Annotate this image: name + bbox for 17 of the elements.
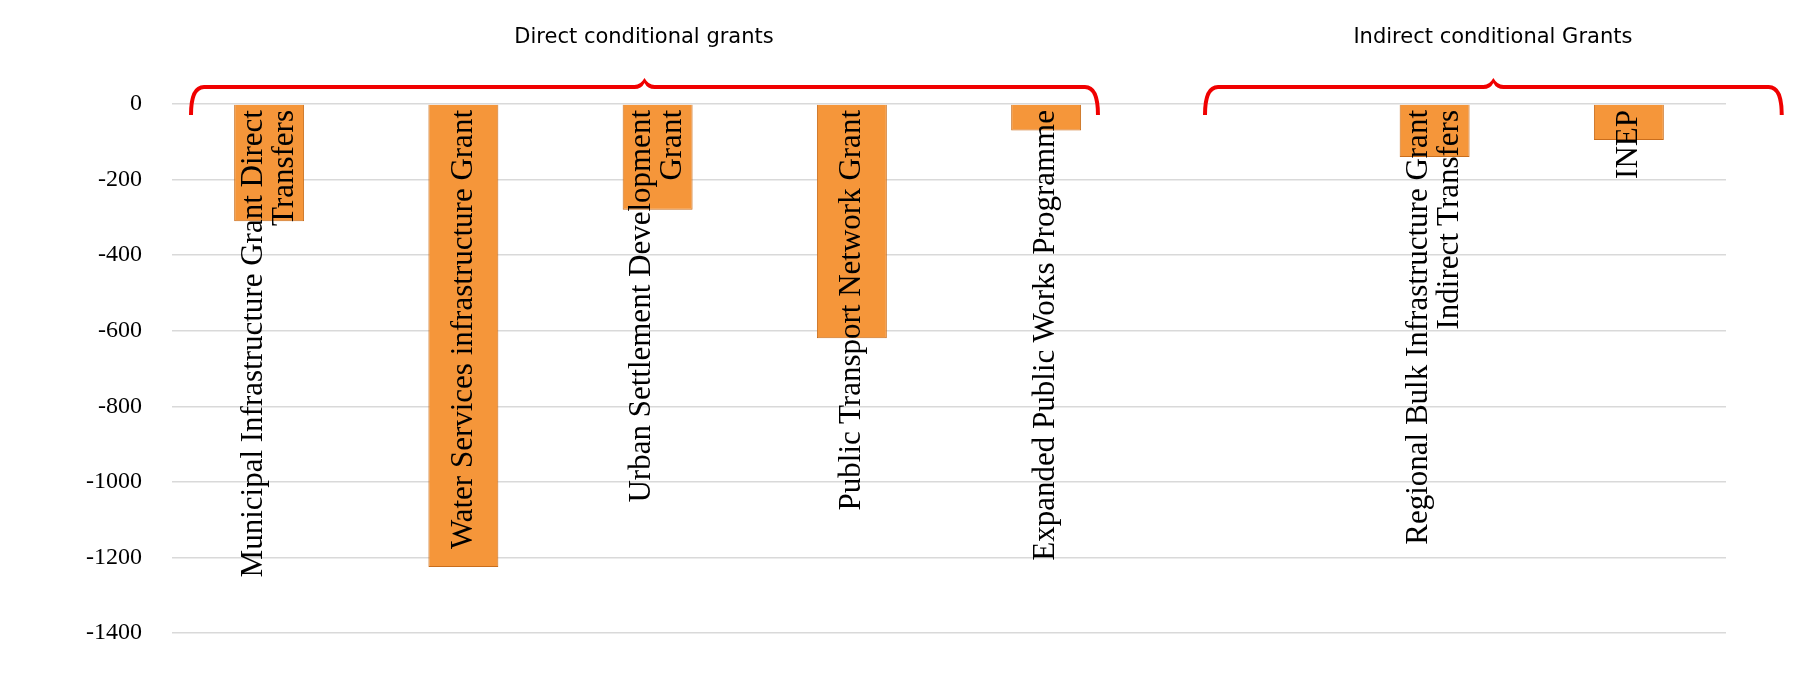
- x-tick-label: Regional Bulk Infrastructure Grant Indirect Transfers: [1399, 109, 1466, 545]
- x-tick-label: Municipal Infrastructure Grant Direct Transfers: [233, 109, 300, 578]
- x-tick-label: Water Services infrastructure Grant: [443, 109, 479, 550]
- y-tick-label: -400: [98, 240, 142, 267]
- text: Indirect conditional Grants: [1353, 24, 1633, 49]
- y-tick-label: 0: [130, 89, 142, 116]
- x-tick-label: Public Transport Network Grant: [832, 109, 868, 511]
- text: Direct conditional grants: [514, 24, 774, 49]
- x-tick-label: INEP: [1609, 110, 1645, 179]
- x-tick-label: Expanded Public Works Programme: [1026, 110, 1062, 561]
- y-tick-label: -1200: [86, 542, 142, 569]
- y-tick-label: -800: [98, 391, 142, 418]
- x-tick-label: Urban Settlement Development Grant: [622, 109, 689, 503]
- y-tick-label: -1400: [86, 618, 142, 645]
- y-tick-label: -1000: [86, 467, 142, 494]
- y-tick-label: -200: [98, 164, 142, 191]
- y-tick-label: -600: [98, 316, 142, 343]
